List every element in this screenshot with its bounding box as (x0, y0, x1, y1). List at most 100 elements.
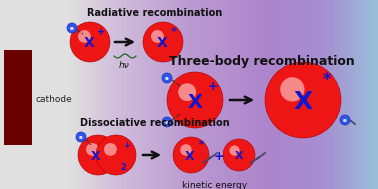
Bar (248, 0, 251, 189)
Bar (319, 0, 321, 189)
Circle shape (167, 72, 223, 128)
Bar (253, 0, 256, 189)
Circle shape (78, 30, 91, 43)
Bar (127, 0, 130, 189)
Bar (373, 0, 375, 189)
Bar (184, 0, 186, 189)
Bar (339, 0, 341, 189)
Bar (377, 0, 378, 189)
Bar (145, 0, 147, 189)
Bar (364, 0, 366, 189)
Text: X: X (293, 90, 313, 114)
Bar (96, 0, 98, 189)
Bar (60, 0, 63, 189)
Bar (28, 0, 30, 189)
Bar (246, 0, 248, 189)
Bar (314, 0, 316, 189)
Bar (194, 0, 196, 189)
Bar (270, 0, 272, 189)
Bar (338, 0, 340, 189)
Bar (334, 0, 336, 189)
Bar (215, 0, 218, 189)
Bar (185, 0, 187, 189)
Bar (29, 0, 31, 189)
Bar (87, 0, 89, 189)
Bar (166, 0, 169, 189)
Text: Three-body recombination: Three-body recombination (169, 55, 355, 68)
Bar (178, 0, 180, 189)
Bar (126, 0, 128, 189)
Bar (360, 0, 363, 189)
Bar (115, 0, 117, 189)
Bar (199, 0, 201, 189)
Bar (161, 0, 164, 189)
Bar (284, 0, 286, 189)
Bar (301, 0, 304, 189)
Text: +: + (214, 149, 224, 163)
Bar (167, 0, 170, 189)
Bar (228, 0, 230, 189)
Bar (33, 0, 35, 189)
Bar (16, 0, 19, 189)
Bar (152, 0, 155, 189)
Bar (106, 0, 108, 189)
Bar (263, 0, 266, 189)
Bar (124, 0, 126, 189)
Bar (241, 0, 243, 189)
Bar (24, 0, 26, 189)
Bar (56, 0, 58, 189)
Bar (83, 0, 85, 189)
Bar (62, 0, 64, 189)
Bar (347, 0, 349, 189)
Bar (57, 0, 59, 189)
Bar (140, 0, 142, 189)
Text: e: e (70, 26, 74, 31)
Bar (189, 0, 191, 189)
Bar (279, 0, 281, 189)
Bar (266, 0, 268, 189)
Bar (22, 0, 24, 189)
Bar (12, 0, 15, 189)
Bar (286, 0, 288, 189)
Bar (304, 0, 306, 189)
Bar (193, 0, 195, 189)
Bar (11, 0, 14, 189)
Bar (122, 0, 124, 189)
Bar (149, 0, 151, 189)
Bar (120, 0, 122, 189)
Text: X: X (91, 150, 101, 163)
Bar (164, 0, 166, 189)
Bar (291, 0, 293, 189)
Bar (42, 0, 44, 189)
Circle shape (265, 62, 341, 138)
Bar (154, 0, 156, 189)
Bar (77, 0, 79, 189)
Bar (318, 0, 320, 189)
Bar (3, 0, 5, 189)
Bar (355, 0, 358, 189)
Bar (359, 0, 361, 189)
Bar (39, 0, 41, 189)
Bar (110, 0, 112, 189)
Bar (242, 0, 244, 189)
Bar (233, 0, 235, 189)
Bar (243, 0, 245, 189)
Bar (179, 0, 181, 189)
Bar (63, 0, 65, 189)
Bar (254, 0, 257, 189)
Bar (190, 0, 192, 189)
Bar (222, 0, 224, 189)
Bar (322, 0, 325, 189)
Bar (52, 0, 54, 189)
Bar (320, 0, 322, 189)
Bar (282, 0, 285, 189)
Bar (40, 0, 43, 189)
Bar (340, 0, 342, 189)
Bar (50, 0, 53, 189)
Bar (186, 0, 189, 189)
Circle shape (96, 135, 136, 175)
Text: cathode: cathode (36, 95, 73, 105)
Bar (160, 0, 162, 189)
Bar (358, 0, 360, 189)
Bar (292, 0, 294, 189)
